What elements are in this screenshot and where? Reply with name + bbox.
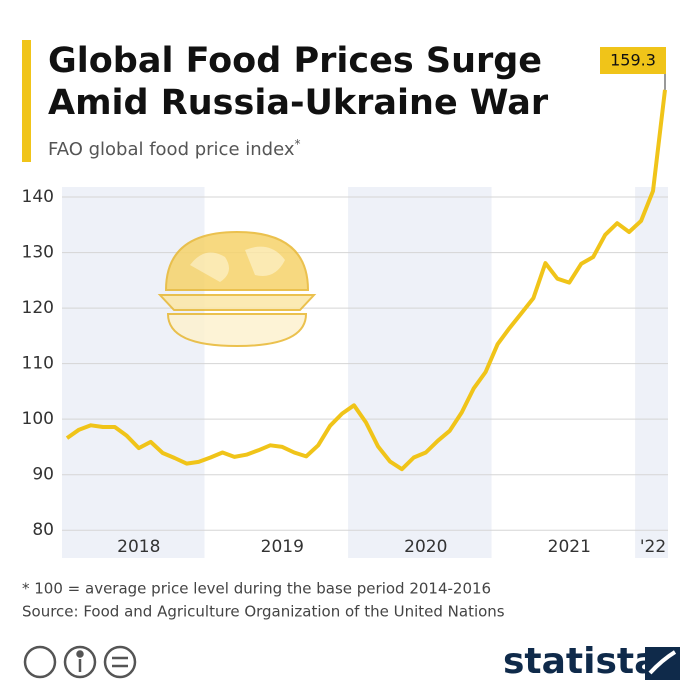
year-band <box>348 187 492 558</box>
year-band <box>62 187 205 558</box>
y-tick-label: 120 <box>22 298 54 318</box>
by-icon <box>63 645 97 679</box>
y-tick-label: 100 <box>22 409 54 429</box>
x-tick-label: 2018 <box>117 537 160 557</box>
x-tick-label: '22 <box>640 537 666 557</box>
data-label: 159.3 <box>610 51 656 70</box>
y-tick-label: 90 <box>32 465 54 485</box>
subtitle: FAO global food price index* <box>48 137 300 161</box>
callout-box <box>600 47 666 74</box>
x-tick-label: 2020 <box>404 537 447 557</box>
by-head <box>76 650 84 658</box>
y-tick-label: 140 <box>22 187 54 207</box>
chart-title: Amid Russia-Ukraine War <box>48 83 549 123</box>
year-band <box>635 187 668 558</box>
brand-logo-wave <box>648 650 677 675</box>
y-tick-label: 110 <box>22 354 54 374</box>
continents <box>190 246 285 282</box>
bun-top <box>164 230 310 291</box>
price-line <box>65 89 667 472</box>
y-tick-label: 80 <box>32 520 54 540</box>
footnote: * 100 = average price level during the b… <box>22 580 491 598</box>
subtitle-text: FAO global food price index <box>48 139 295 160</box>
subtitle-mark: * <box>294 137 300 151</box>
y-tick-label: 130 <box>22 243 54 263</box>
chart-title: Global Food Prices Surge <box>48 41 542 81</box>
plot: 80 90 100 110 120 130 140 2018 2019 2020 2021 '22 15… <box>22 47 668 557</box>
nd-icon <box>103 645 137 679</box>
source: Source: Food and Agriculture Organizatio… <box>22 603 505 621</box>
x-tick-label: 2021 <box>548 537 591 557</box>
title-accent <box>22 40 31 162</box>
brand: statista <box>503 641 658 682</box>
bun-bottom <box>166 313 308 348</box>
burger-icon <box>157 230 317 348</box>
cc-icon <box>23 645 57 679</box>
filling <box>157 294 317 311</box>
x-tick-label: 2019 <box>261 537 304 557</box>
license-icons <box>23 645 137 679</box>
